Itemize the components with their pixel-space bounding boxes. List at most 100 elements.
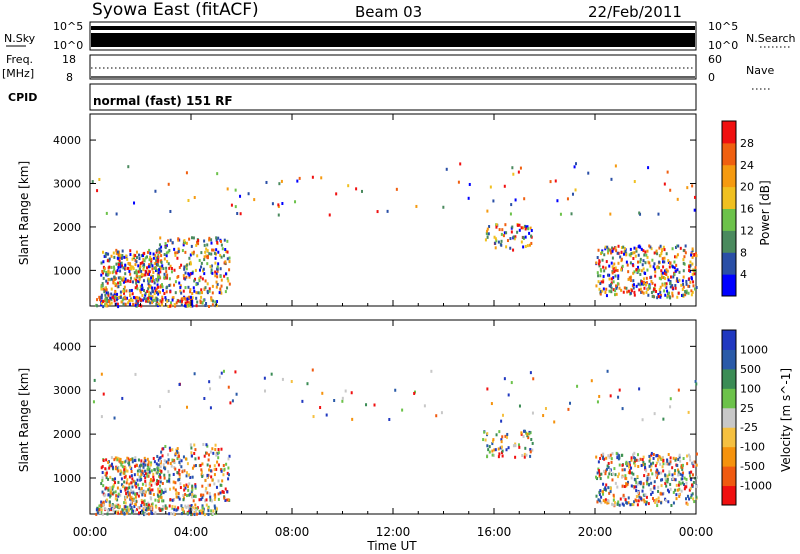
echo-cell: [607, 501, 610, 505]
echo-cell: [110, 277, 113, 281]
velocity-colorbar-band: [722, 407, 736, 428]
echo-cell: [160, 254, 163, 258]
echo-cell: [234, 370, 237, 374]
echo-cell: [650, 247, 653, 251]
echo-cell: [629, 503, 632, 507]
echo-cell: [319, 406, 322, 410]
echo-cell: [144, 291, 147, 295]
echo-cell: [211, 447, 214, 451]
echo-cell: [674, 269, 677, 273]
echo-cell: [150, 259, 153, 263]
freq-top-tick: 18: [62, 53, 76, 66]
cpid-label: CPID: [8, 91, 37, 104]
echo-cell: [206, 473, 209, 477]
echo-cell: [129, 458, 132, 462]
echo-cell: [128, 475, 131, 479]
echo-cell: [360, 189, 363, 193]
echo-cell: [597, 262, 600, 266]
echo-cell: [141, 261, 144, 265]
echo-cell: [492, 438, 495, 442]
echo-cell: [677, 279, 680, 283]
echo-cell: [677, 244, 680, 248]
echo-cell: [627, 471, 630, 475]
echo-cell: [161, 489, 164, 493]
echo-cell: [163, 257, 166, 261]
echo-cell: [264, 389, 267, 393]
echo-cell: [153, 468, 156, 472]
echo-cell: [682, 261, 685, 265]
echo-cell: [126, 490, 129, 494]
echo-cell: [672, 490, 675, 494]
echo-cell: [660, 272, 663, 276]
echo-cell: [630, 289, 633, 293]
echo-cell: [169, 487, 172, 491]
echo-cell: [668, 490, 671, 494]
echo-cell: [159, 477, 162, 481]
echo-cell: [646, 287, 649, 291]
echo-cell: [147, 272, 150, 276]
echo-cell: [158, 275, 161, 279]
echo-cell: [607, 454, 610, 458]
echo-cell: [127, 165, 130, 169]
echo-cell: [114, 284, 117, 288]
echo-cell: [614, 289, 617, 293]
echo-cell: [637, 260, 640, 264]
echo-cell: [104, 467, 107, 471]
echo-cell: [148, 467, 151, 471]
echo-cell: [100, 284, 103, 288]
echo-cell: [306, 382, 309, 386]
echo-cell: [598, 490, 601, 494]
echo-cell: [105, 476, 108, 480]
echo-cell: [147, 488, 150, 492]
echo-cell: [512, 248, 515, 252]
echo-cell: [205, 443, 208, 447]
y-tick-label: 4000: [53, 134, 81, 147]
echo-cell: [637, 491, 640, 495]
echo-cell: [116, 268, 119, 272]
echo-cell: [105, 304, 108, 308]
echo-cell: [167, 453, 170, 457]
echo-cell: [695, 485, 698, 489]
echo-cell: [667, 278, 670, 282]
nsky-strip: [89, 21, 697, 51]
echo-cell: [208, 252, 211, 256]
echo-cell: [665, 462, 668, 466]
echo-cell: [321, 391, 324, 395]
echo-cell: [110, 287, 113, 291]
echo-cell: [679, 246, 682, 250]
echo-cell: [168, 477, 171, 481]
echo-cell: [198, 509, 201, 513]
echo-cell: [505, 435, 508, 439]
echo-cell: [611, 271, 614, 275]
echo-cell: [666, 480, 669, 484]
cpid-value: normal (fast) 151 RF: [93, 94, 233, 108]
echo-cell: [265, 180, 268, 184]
echo-cell: [603, 469, 606, 473]
echo-cell: [204, 279, 207, 283]
echo-cell: [163, 473, 166, 477]
echo-cell: [491, 442, 494, 446]
echo-cell: [205, 451, 208, 455]
echo-cell: [222, 464, 225, 468]
echo-cell: [227, 385, 230, 389]
echo-cell: [100, 303, 103, 307]
echo-cell: [148, 248, 151, 252]
echo-cell: [177, 455, 180, 459]
echo-cell: [641, 290, 644, 294]
echo-cell: [665, 268, 668, 272]
echo-cell: [635, 458, 638, 462]
echo-cell: [119, 504, 122, 508]
echo-cell: [616, 251, 619, 255]
echo-cell: [177, 471, 180, 475]
echo-cell: [151, 275, 154, 279]
echo-cell: [190, 454, 193, 458]
echo-cell: [674, 458, 677, 462]
echo-cell: [119, 262, 122, 266]
echo-cell: [138, 466, 141, 470]
echo-cell: [150, 510, 153, 514]
echo-cell: [160, 260, 163, 264]
echo-cell: [167, 470, 170, 474]
echo-cell: [112, 251, 115, 255]
